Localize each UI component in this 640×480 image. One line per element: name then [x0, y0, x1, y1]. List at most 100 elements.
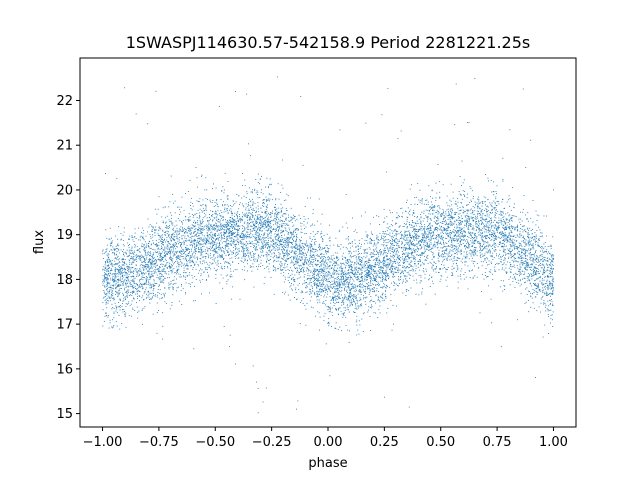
data-point — [412, 236, 414, 238]
data-point — [325, 265, 327, 267]
data-point — [506, 218, 508, 220]
data-point — [364, 279, 366, 280]
data-point — [268, 186, 269, 188]
data-point — [309, 288, 311, 290]
data-point — [380, 262, 382, 264]
data-point — [229, 241, 231, 242]
data-point — [430, 236, 432, 238]
data-point — [378, 260, 380, 262]
data-point — [265, 223, 267, 225]
data-point — [457, 240, 458, 241]
data-point — [520, 243, 522, 245]
data-point — [346, 297, 348, 299]
data-point — [140, 278, 142, 280]
data-point — [274, 242, 276, 244]
data-point — [317, 231, 319, 233]
data-point — [234, 236, 236, 237]
data-point — [327, 266, 329, 267]
data-point — [160, 276, 162, 277]
data-point — [225, 232, 227, 234]
data-point — [373, 269, 375, 271]
data-point — [175, 256, 177, 258]
data-point — [321, 249, 323, 251]
data-point — [509, 214, 511, 216]
data-point — [350, 290, 352, 291]
data-point — [341, 272, 343, 274]
data-point — [526, 287, 528, 289]
data-point — [450, 221, 452, 222]
data-point — [505, 222, 507, 224]
data-point — [331, 280, 333, 282]
data-point — [123, 262, 125, 263]
data-point — [474, 237, 476, 239]
data-point — [265, 240, 267, 241]
data-point — [393, 239, 395, 241]
data-point — [479, 214, 481, 216]
data-point — [263, 218, 265, 220]
data-point — [335, 292, 337, 294]
data-point — [123, 255, 125, 257]
data-point — [299, 260, 301, 262]
data-point — [505, 223, 507, 225]
data-point — [378, 254, 379, 256]
data-point — [469, 202, 471, 203]
data-point — [219, 255, 221, 257]
data-point — [504, 252, 506, 254]
data-point — [474, 217, 476, 219]
data-point — [321, 263, 323, 265]
data-point — [154, 267, 156, 269]
data-point — [196, 242, 198, 244]
data-point — [246, 247, 248, 248]
data-point — [245, 245, 247, 247]
data-point — [111, 265, 113, 267]
data-point — [134, 277, 136, 279]
data-point — [429, 249, 430, 251]
data-point — [292, 231, 294, 233]
data-point — [308, 259, 310, 261]
data-point — [216, 219, 218, 221]
data-point — [509, 276, 511, 278]
data-point — [179, 264, 181, 266]
data-point — [199, 262, 201, 264]
data-point — [121, 274, 123, 276]
data-point — [250, 205, 252, 207]
data-point — [500, 210, 502, 212]
data-point — [348, 287, 350, 289]
data-point — [397, 261, 399, 263]
data-point — [252, 263, 254, 265]
data-point — [258, 242, 260, 243]
data-point — [375, 264, 377, 266]
data-point — [425, 200, 427, 201]
data-point — [353, 274, 355, 275]
data-point — [523, 241, 524, 243]
data-point — [135, 113, 137, 115]
data-point — [255, 239, 257, 241]
data-point — [161, 236, 163, 238]
data-point — [274, 220, 276, 222]
data-point — [486, 209, 488, 210]
data-point — [172, 232, 174, 234]
data-point — [248, 223, 250, 225]
data-point — [112, 287, 114, 289]
data-point — [156, 332, 158, 334]
data-point — [550, 267, 552, 269]
data-point — [148, 251, 150, 253]
data-point — [355, 257, 357, 259]
data-point — [535, 257, 537, 259]
data-point — [300, 256, 302, 258]
data-point — [244, 248, 246, 250]
data-point — [315, 286, 317, 288]
data-point — [180, 261, 182, 262]
data-point — [291, 232, 293, 234]
data-point — [251, 243, 253, 245]
data-point — [141, 261, 143, 263]
data-point — [490, 236, 492, 237]
data-point — [391, 220, 393, 222]
data-point — [224, 246, 226, 248]
data-point — [373, 256, 375, 257]
data-point — [448, 227, 450, 229]
data-point — [364, 261, 366, 262]
data-point — [298, 277, 300, 279]
data-point — [376, 287, 378, 289]
data-point — [185, 292, 186, 293]
